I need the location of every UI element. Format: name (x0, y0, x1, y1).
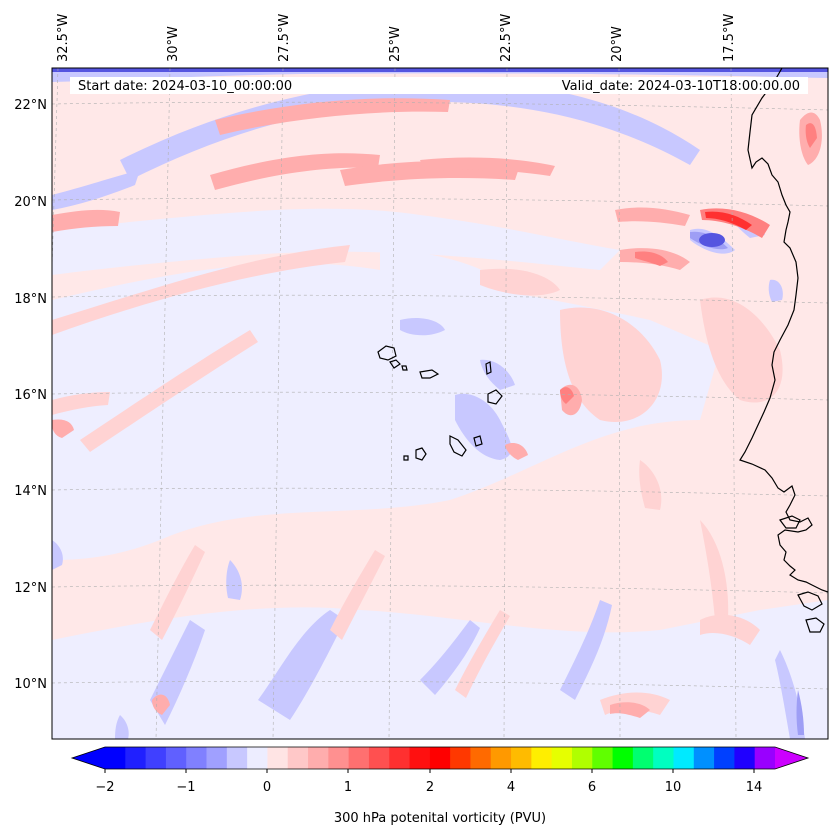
header-info-box (70, 77, 808, 94)
lat-label: 18°N (14, 292, 47, 307)
colorbar-segment (673, 747, 695, 769)
colorbar-segment (368, 747, 390, 769)
colorbar-segment (734, 747, 756, 769)
lat-label: 22°N (14, 98, 47, 113)
lon-label: 25°W (388, 26, 403, 62)
colorbar-segment (165, 747, 187, 769)
pv-field-strong-blue (52, 68, 828, 247)
colorbar-segment (714, 747, 735, 769)
lat-label: 16°N (14, 388, 47, 403)
lon-label: 30°W (166, 26, 181, 62)
colorbar-segment (186, 747, 208, 769)
colorbar-segment (632, 747, 654, 769)
lon-label: 32.5°W (56, 14, 71, 62)
colorbar-segments (105, 747, 776, 769)
lat-label: 20°N (14, 195, 47, 210)
colorbar-tick-label: 10 (665, 780, 682, 795)
colorbar-segment (105, 747, 126, 769)
pv-field-strong-red (705, 211, 752, 230)
colorbar-segment (125, 747, 147, 769)
colorbar-tick-label: 6 (588, 780, 596, 795)
colorbar-tick-label: 14 (746, 780, 763, 795)
colorbar-segment (429, 747, 451, 769)
colorbar-title: 300 hPa potenital vorticity (PVU) (334, 811, 546, 826)
colorbar: −2 −1 0 1 2 4 6 10 14 300 hPa potenital … (70, 746, 810, 826)
colorbar-segment (287, 747, 309, 769)
colorbar-segment (612, 747, 634, 769)
colorbar-tick-label: −1 (176, 780, 195, 795)
map-frame (51, 67, 829, 740)
colorbar-segment (450, 747, 471, 769)
lon-label: 20°W (610, 26, 625, 62)
colorbar-segment (653, 747, 674, 769)
valid-date-label: Valid_date: 2024-03-10T18:00:00.00 (562, 79, 800, 94)
colorbar-segment (531, 747, 553, 769)
colorbar-tick-label: 2 (426, 780, 434, 795)
colorbar-segment (470, 747, 492, 769)
colorbar-segment (490, 747, 512, 769)
colorbar-segment (308, 747, 329, 769)
lon-label: 17.5°W (722, 14, 737, 62)
map-gridlines (52, 68, 828, 739)
latitude-labels: 22°N 20°N 18°N 16°N 14°N 12°N 10°N (14, 98, 47, 692)
colorbar-over-extend (775, 747, 808, 769)
colorbar-segment (226, 747, 248, 769)
colorbar-tick-label: 1 (344, 780, 352, 795)
colorbar-segment (145, 747, 167, 769)
colorbar-tick-label: 0 (263, 780, 271, 795)
colorbar-tick-label: −2 (95, 780, 114, 795)
longitude-labels: 32.5°W 30°W 27.5°W 25°W 22.5°W 20°W 17.5… (56, 14, 737, 62)
colorbar-segment (693, 747, 715, 769)
lat-label: 12°N (14, 581, 47, 596)
colorbar-segment (409, 747, 431, 769)
colorbar-segment (511, 747, 532, 769)
colorbar-ticks (104, 769, 755, 773)
colorbar-segment (754, 747, 776, 769)
colorbar-segment (592, 747, 614, 769)
lat-label: 10°N (14, 677, 47, 692)
cabo-verde-islands (377, 345, 503, 461)
colorbar-segment (551, 747, 573, 769)
colorbar-segment (206, 747, 228, 769)
lon-label: 27.5°W (277, 14, 292, 62)
colorbar-segment (328, 747, 350, 769)
colorbar-segment (267, 747, 289, 769)
colorbar-segment (348, 747, 370, 769)
colorbar-tick-labels: −2 −1 0 1 2 4 6 10 14 (95, 780, 762, 795)
start-date-label: Start date: 2024-03-10_00:00:00 (78, 79, 292, 94)
lon-label: 22.5°W (499, 14, 514, 62)
coastline (739, 68, 828, 633)
colorbar-segment (247, 747, 268, 769)
map-panel (52, 68, 828, 739)
colorbar-segment (389, 747, 411, 769)
lat-label: 14°N (14, 484, 47, 499)
colorbar-tick-label: 4 (507, 780, 515, 795)
colorbar-segment (571, 747, 593, 769)
colorbar-under-extend (72, 747, 105, 769)
